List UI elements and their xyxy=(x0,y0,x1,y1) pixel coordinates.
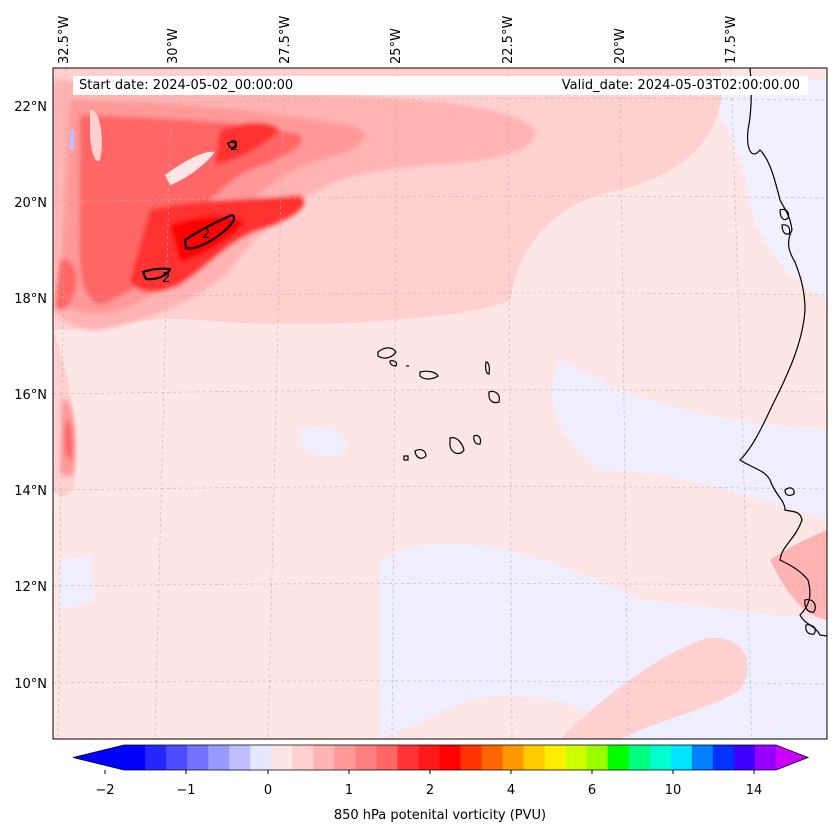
colorbar-swatch xyxy=(754,745,777,770)
colorbar-tick-label: 10 xyxy=(665,783,682,798)
colorbar-swatch xyxy=(208,745,230,770)
colorbar-swatch xyxy=(124,745,146,770)
colorbar-swatch xyxy=(586,745,609,770)
colorbar-swatch xyxy=(691,745,714,770)
header-box xyxy=(73,76,808,95)
lon-label: 30°W xyxy=(166,28,181,64)
colorbar-swatch xyxy=(523,745,546,770)
valid-date-label: Valid_date: 2024-05-03T02:00:00.00 xyxy=(561,78,800,93)
colorbar-tick-label: −2 xyxy=(95,783,114,798)
colorbar-swatch xyxy=(313,745,335,770)
colorbar-swatch xyxy=(355,745,377,770)
colorbar-swatch xyxy=(145,745,167,770)
colorbar-swatch xyxy=(502,745,525,770)
colorbar xyxy=(72,744,810,774)
colorbar-swatch xyxy=(250,745,272,770)
contour-label: 2 xyxy=(202,227,210,242)
lon-label: 25°W xyxy=(389,28,404,64)
contour-labels: 2 2 2 xyxy=(162,139,238,286)
pv-field xyxy=(53,68,827,739)
colorbar-swatch xyxy=(649,745,672,770)
contour-label: 2 xyxy=(162,271,170,286)
colorbar-swatch xyxy=(229,745,251,770)
lat-label: 14°N xyxy=(14,484,47,499)
lat-label: 10°N xyxy=(14,677,47,692)
colorbar-swatch xyxy=(397,745,419,770)
contour-label: 2 xyxy=(230,139,238,154)
lon-label: 32.5°W xyxy=(57,16,72,64)
colorbar-title: 850 hPa potenital vorticity (PVU) xyxy=(333,808,547,823)
colorbar-swatch xyxy=(670,745,693,770)
lon-label: 20°W xyxy=(613,28,628,64)
lon-label: 27.5°W xyxy=(278,16,293,64)
colorbar-swatch xyxy=(166,745,188,770)
colorbar-tick-label: 14 xyxy=(746,783,763,798)
colorbar-tick-label: −1 xyxy=(176,783,195,798)
colorbar-swatch xyxy=(712,745,735,770)
colorbar-ticks: −2 −1 0 1 2 4 6 10 14 xyxy=(95,783,762,798)
colorbar-over-arrow xyxy=(776,745,808,770)
colorbar-swatch xyxy=(460,745,483,770)
lat-label: 16°N xyxy=(14,388,47,403)
colorbar-swatch xyxy=(187,745,209,770)
lon-label: 17.5°W xyxy=(724,16,739,64)
colorbar-swatch xyxy=(481,745,504,770)
lat-label: 22°N xyxy=(14,100,47,115)
lat-labels: 22°N 20°N 18°N 16°N 14°N 12°N 10°N xyxy=(14,100,47,692)
lat-label: 12°N xyxy=(14,580,47,595)
colorbar-swatch xyxy=(628,745,651,770)
colorbar-swatch xyxy=(376,745,398,770)
lat-label: 20°N xyxy=(14,196,47,211)
colorbar-tick-label: 2 xyxy=(426,783,434,798)
map-frame xyxy=(52,67,828,740)
colorbar-tick-label: 0 xyxy=(264,783,272,798)
coastlines xyxy=(377,68,827,637)
colorbar-swatch xyxy=(418,745,440,770)
colorbar-outline xyxy=(72,744,810,771)
colorbar-tick-label: 1 xyxy=(345,783,353,798)
pv-2-contours xyxy=(141,141,238,281)
colorbar-swatch xyxy=(565,745,588,770)
gridlines xyxy=(53,68,827,739)
lon-labels: 32.5°W 30°W 27.5°W 25°W 22.5°W 20°W 17.5… xyxy=(57,16,739,64)
lat-label: 18°N xyxy=(14,292,47,307)
colorbar-swatch xyxy=(439,745,462,770)
colorbar-swatch xyxy=(544,745,567,770)
colorbar-tick-label: 6 xyxy=(588,783,596,798)
colorbar-under-arrow xyxy=(73,745,124,770)
lon-label: 22.5°W xyxy=(501,16,516,64)
colorbar-tick-label: 4 xyxy=(507,783,515,798)
colorbar-swatch xyxy=(334,745,356,770)
start-date-label: Start date: 2024-05-02_00:00:00 xyxy=(79,78,294,93)
colorbar-swatch xyxy=(607,745,630,770)
colorbar-swatch xyxy=(292,745,314,770)
colorbar-swatch xyxy=(271,745,293,770)
colorbar-swatch xyxy=(733,745,756,770)
